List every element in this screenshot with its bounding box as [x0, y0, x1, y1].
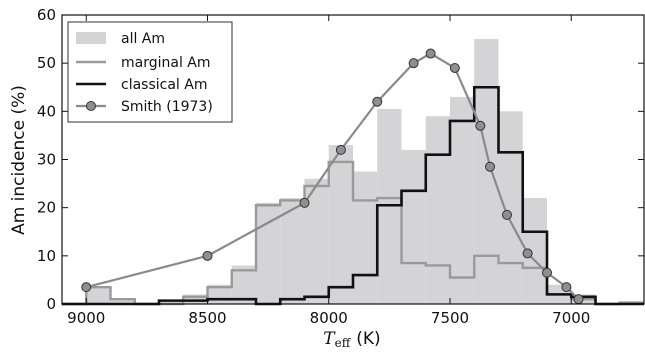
smith-1973-point — [299, 197, 310, 208]
all-am-bar — [183, 294, 208, 304]
smith-1973-point — [501, 209, 512, 220]
smith-1973-point — [485, 161, 496, 172]
y-tick-label: 0 — [46, 295, 56, 313]
all-am-bar — [328, 145, 353, 304]
all-am-bar — [401, 149, 426, 304]
legend-label-marginal-am: marginal Am — [121, 55, 211, 71]
all-am-bar — [353, 171, 378, 304]
legend-label-classical-am: classical Am — [121, 77, 207, 93]
x-axis-label-unit: (K) — [356, 329, 380, 349]
x-axis-label: Teff (K) — [323, 329, 380, 350]
y-tick-label: 50 — [37, 54, 56, 72]
smith-1973-series — [81, 48, 584, 305]
all-am-bar — [86, 287, 111, 304]
y-tick-label: 10 — [37, 247, 56, 265]
smith-1973-point — [475, 120, 486, 131]
x-axis-label-subscript: eff — [335, 336, 352, 350]
all-am-bar — [450, 96, 475, 304]
all-am-bar — [110, 299, 135, 304]
all-am-bar — [498, 111, 523, 304]
smith-1973-point — [335, 144, 346, 155]
all-am-bar — [474, 39, 499, 304]
x-tick-label: 8000 — [310, 309, 348, 327]
legend: all Am marginal Am classical Am Smith (1… — [67, 21, 233, 123]
smith-1973-point — [408, 58, 419, 69]
all-am-bar — [256, 202, 281, 304]
axis-ticks: 0 10 20 30 40 50 60 9000 8500 8000 7500 7000 — [37, 6, 644, 327]
legend-label-smith: Smith (1973) — [121, 99, 213, 115]
all-am-bar — [425, 116, 450, 305]
y-tick-label: 30 — [37, 151, 56, 169]
smith-1973-point — [573, 294, 584, 305]
legend-swatch-all-am — [76, 32, 106, 44]
all-am-bar — [304, 178, 329, 304]
all-am-bar — [280, 198, 305, 304]
all-am-bar — [159, 301, 184, 304]
y-tick-label: 20 — [37, 199, 56, 217]
legend-label-all-am: all Am — [121, 31, 165, 47]
legend-swatch-smith-marker — [86, 101, 96, 111]
y-tick-label: 40 — [37, 102, 56, 120]
x-tick-label: 9000 — [67, 309, 105, 327]
y-tick-label: 60 — [37, 6, 56, 24]
x-tick-label: 7000 — [552, 309, 590, 327]
smith-1973-point — [542, 267, 552, 278]
classical-am-step-line — [62, 85, 644, 306]
smith-1973-point — [449, 62, 460, 73]
y-axis-label: Am incidence (%) — [9, 85, 29, 235]
x-tick-label: 8500 — [188, 309, 226, 327]
smith-1973-point — [81, 282, 92, 293]
all-am-bar — [231, 265, 256, 304]
smith-1973-point — [561, 282, 572, 293]
smith-1973-point — [425, 48, 436, 59]
x-axis-label-symbol: T — [323, 329, 336, 349]
smith-1973-point — [372, 96, 383, 107]
x-tick-label: 7500 — [431, 309, 469, 327]
smith-1973-point — [522, 248, 533, 259]
smith-1973-point — [202, 250, 213, 261]
